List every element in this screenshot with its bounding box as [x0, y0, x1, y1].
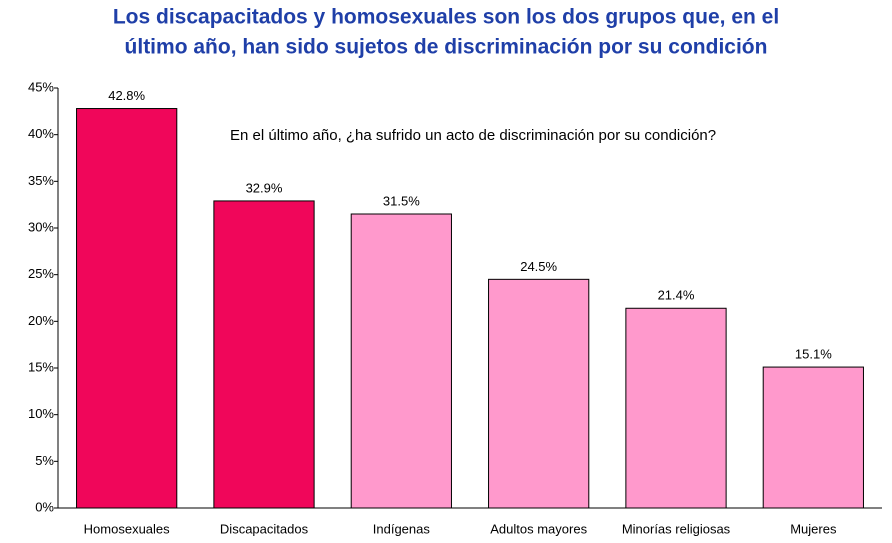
- bar: [213, 200, 315, 509]
- chart-title-line: último año, han sido sujetos de discrimi…: [125, 36, 768, 59]
- value-label: 21.4%: [658, 288, 695, 303]
- x-tick-label: Discapacitados: [220, 521, 309, 536]
- y-tick-label: 0%: [35, 499, 54, 514]
- bar: [350, 213, 452, 509]
- annotation: En el último año, ¿ha sufrido un acto de…: [230, 127, 716, 144]
- x-tick-label: Minorías religiosas: [622, 521, 731, 536]
- value-label: 32.9%: [246, 180, 283, 195]
- y-tick-label: 5%: [35, 453, 54, 468]
- value-label: 15.1%: [795, 347, 832, 362]
- x-tick-label: Indígenas: [373, 521, 431, 536]
- x-tick-label: Mujeres: [790, 521, 837, 536]
- y-tick-label: 30%: [28, 219, 54, 234]
- bar: [762, 366, 864, 509]
- value-label: 24.5%: [520, 259, 557, 274]
- y-tick-label: 25%: [28, 266, 54, 281]
- chart-title-line: Los discapacitados y homosexuales son lo…: [113, 6, 779, 29]
- y-tick-label: 35%: [28, 173, 54, 188]
- bar: [76, 108, 178, 509]
- value-label: 42.8%: [108, 88, 145, 103]
- y-tick-label: 40%: [28, 126, 54, 141]
- y-tick-label: 15%: [28, 359, 54, 374]
- bar: [488, 278, 590, 509]
- x-tick-label: Homosexuales: [84, 521, 170, 536]
- value-label: 31.5%: [383, 193, 420, 208]
- y-tick-label: 20%: [28, 313, 54, 328]
- bar: [625, 307, 727, 509]
- y-tick-label: 45%: [28, 79, 54, 94]
- x-tick-label: Adultos mayores: [490, 521, 587, 536]
- y-tick-label: 10%: [28, 406, 54, 421]
